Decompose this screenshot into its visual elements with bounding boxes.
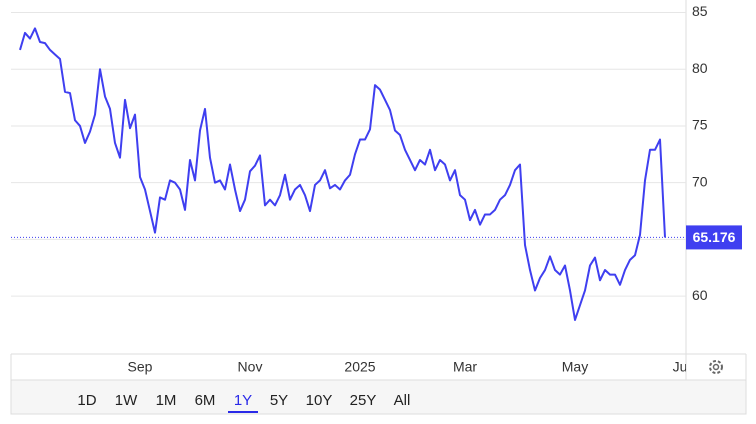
last-price-label: 65.176	[693, 229, 736, 245]
settings-icon[interactable]	[709, 360, 723, 374]
x-tick-label: May	[562, 359, 588, 375]
x-labels: Sep Nov 2025 Mar May Ju	[128, 359, 688, 375]
y-tick-label: 60	[692, 287, 708, 303]
range-button[interactable]: 6M	[195, 392, 216, 409]
range-button[interactable]: 1D	[77, 392, 96, 409]
range-button[interactable]: All	[394, 392, 411, 409]
range-button[interactable]: 25Y	[350, 392, 377, 409]
range-buttons: 1D 1W 1M 6M 1Y 5Y 10Y 25Y All	[77, 392, 410, 413]
range-selected-underline	[228, 411, 258, 413]
toolbar	[10, 379, 747, 415]
last-price-badge	[686, 225, 742, 250]
x-tick-label: Mar	[453, 359, 477, 375]
range-button[interactable]: 1Y	[234, 392, 252, 409]
y-tick-label: 70	[692, 173, 708, 189]
x-tick-label: 2025	[344, 359, 375, 375]
range-button[interactable]: 1M	[156, 392, 177, 409]
range-button[interactable]: 5Y	[270, 392, 288, 409]
x-tick-label: Nov	[238, 359, 263, 375]
y-tick-label: 80	[692, 60, 708, 76]
y-tick-label: 75	[692, 117, 708, 133]
series-line	[19, 27, 666, 321]
x-tick-label: Ju	[673, 359, 688, 375]
x-tick-label: Sep	[128, 359, 153, 375]
range-button[interactable]: 1W	[115, 392, 138, 409]
range-button[interactable]: 10Y	[306, 392, 333, 409]
plot: 60657075808565.176	[11, 3, 742, 321]
y-tick-label: 85	[692, 3, 708, 19]
